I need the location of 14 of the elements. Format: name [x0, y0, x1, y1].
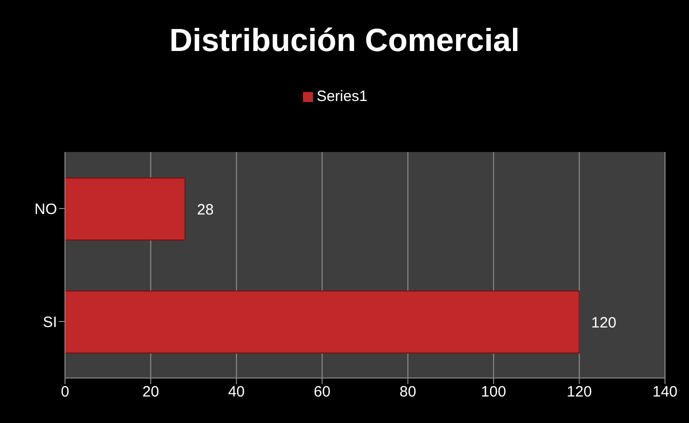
x-tick-label: 20 — [142, 384, 160, 401]
data-label: 28 — [197, 201, 214, 218]
data-label: 120 — [591, 314, 616, 332]
x-tick-label: 80 — [400, 384, 416, 401]
chart-title: Distribución Comercial — [168, 22, 521, 59]
y-tick-label: SI — [42, 314, 57, 331]
x-tick-label: 60 — [314, 384, 330, 401]
x-tick-label: 120 — [566, 384, 592, 401]
y-tick-label: NO — [34, 200, 57, 218]
x-tick-label: 40 — [228, 384, 245, 401]
x-tick-label: 100 — [481, 384, 506, 401]
x-tick-label: 140 — [652, 384, 678, 401]
x-tick-label: 0 — [60, 384, 70, 401]
legend-label: Series1 — [316, 88, 368, 105]
